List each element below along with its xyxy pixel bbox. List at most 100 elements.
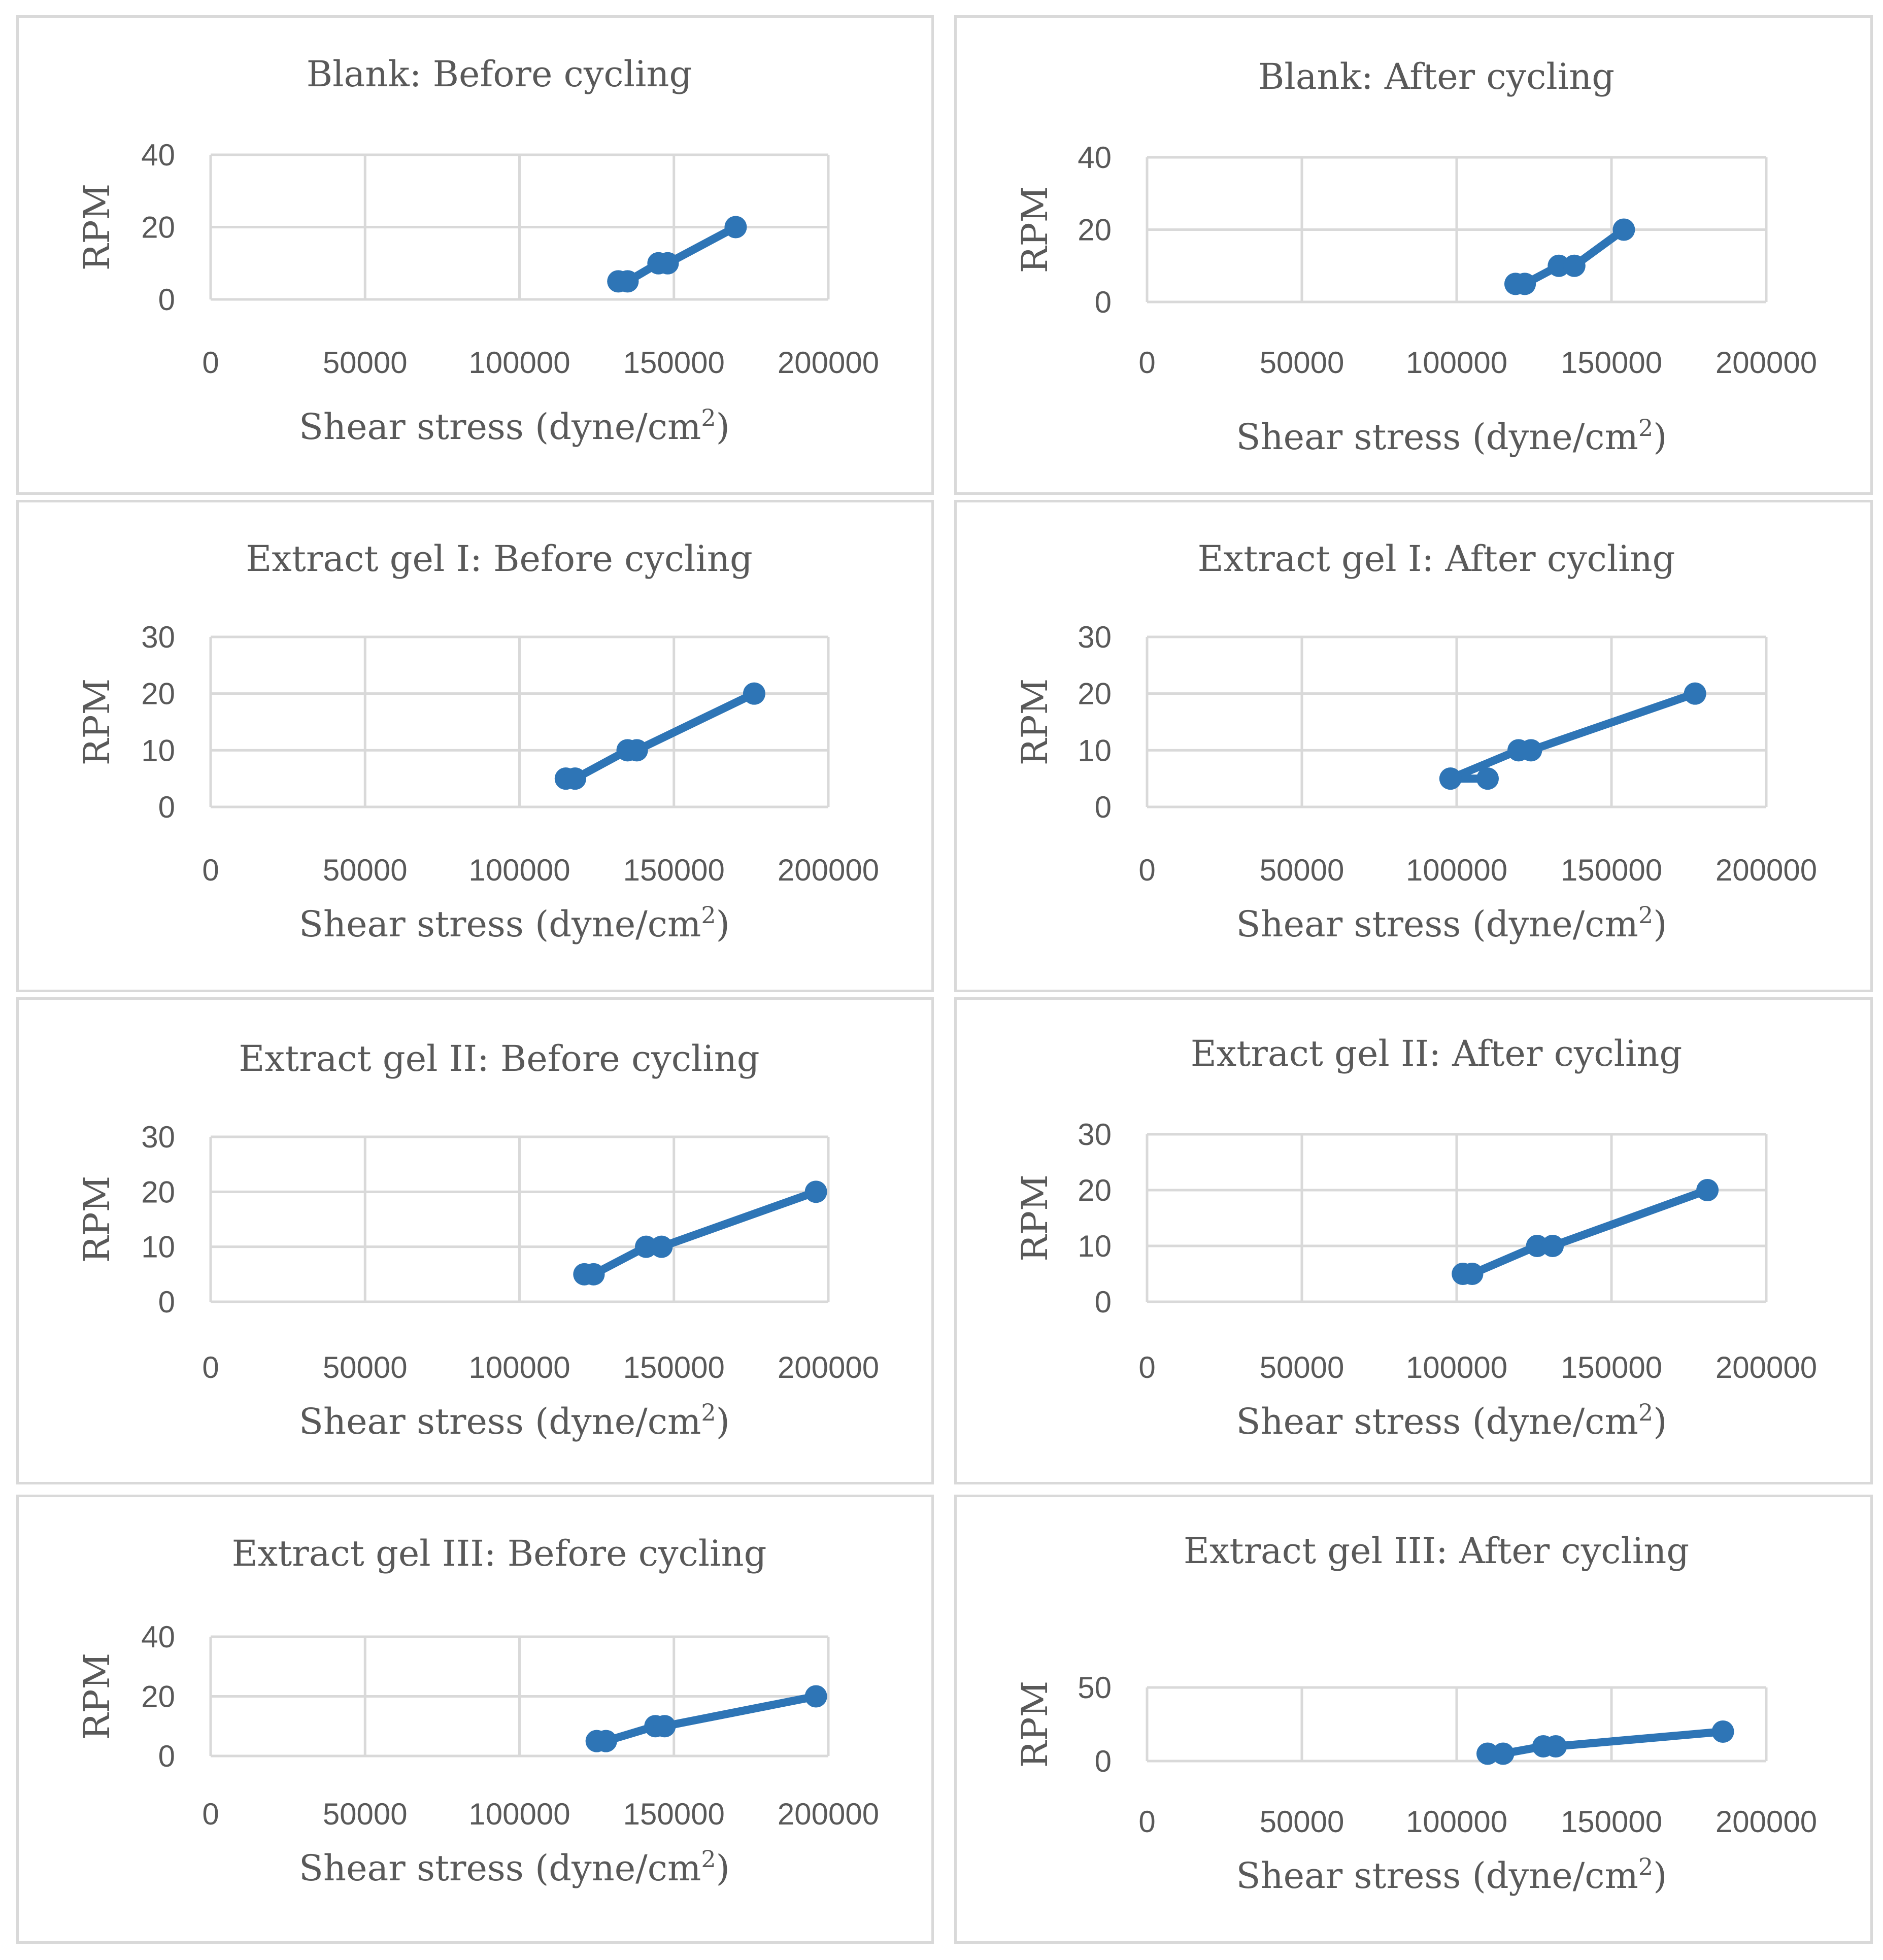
x-axis-label: Shear stress (dyne/cm2) bbox=[1236, 901, 1667, 945]
data-point bbox=[743, 682, 765, 705]
y-tick-label: 10 bbox=[141, 1230, 175, 1264]
chart-title: Extract gel I: After cycling bbox=[1198, 538, 1675, 580]
x-tick-label: 100000 bbox=[1406, 1805, 1507, 1839]
data-point bbox=[1514, 273, 1536, 295]
y-tick-label: 10 bbox=[1078, 733, 1112, 767]
x-tick-label: 100000 bbox=[468, 853, 570, 887]
y-tick-label: 30 bbox=[141, 1120, 175, 1154]
y-tick-label: 0 bbox=[158, 790, 175, 824]
y-tick-label: 30 bbox=[1078, 1118, 1112, 1152]
chart-svg: Extract gel III: After cycling 0 50 0 50000 1… bbox=[1014, 1530, 1817, 1897]
chart-title: Blank: After cycling bbox=[1258, 56, 1615, 97]
y-axis-label: RPM bbox=[1014, 679, 1056, 765]
x-axis-label-superscript: 2 bbox=[701, 901, 716, 929]
data-point bbox=[564, 767, 587, 790]
data-point bbox=[1526, 1235, 1549, 1257]
series-line bbox=[1459, 1186, 1712, 1278]
chart-svg: Blank: After cycling 0 20 40 0 50000 100000 150… bbox=[1014, 56, 1817, 458]
data-point bbox=[804, 1180, 827, 1203]
y-axis-label: RPM bbox=[76, 1176, 118, 1263]
x-axis-label: Shear stress (dyne/cm2) bbox=[299, 1399, 730, 1442]
x-axis-label-close: ) bbox=[1653, 1855, 1667, 1897]
x-tick-label: 200000 bbox=[778, 853, 879, 887]
x-tick-label: 0 bbox=[1138, 1805, 1155, 1839]
x-axis-label-superscript: 2 bbox=[1638, 414, 1653, 442]
y-tick-label: 0 bbox=[1095, 790, 1112, 824]
chart-panel-7: Extract gel III: Before cycling 0 20 40 0 500… bbox=[16, 1495, 934, 1944]
data-point bbox=[653, 1715, 676, 1738]
x-tick-label: 150000 bbox=[1561, 346, 1662, 380]
x-tick-label: 200000 bbox=[778, 1350, 879, 1384]
x-tick-label: 150000 bbox=[1561, 853, 1662, 887]
y-tick-label: 20 bbox=[1078, 213, 1112, 247]
x-tick-label: 200000 bbox=[1716, 853, 1817, 887]
x-tick-label: 150000 bbox=[623, 346, 725, 380]
chart-panel-4: Extract gel I: After cycling 0 10 20 30 0 5000… bbox=[954, 500, 1873, 992]
y-axis-label: RPM bbox=[76, 1653, 118, 1740]
y-axis-label: RPM bbox=[1014, 186, 1056, 273]
y-tick-label: 20 bbox=[141, 1680, 175, 1714]
x-tick-label: 0 bbox=[1138, 1350, 1155, 1384]
chart-panel-5: Extract gel II: Before cycling 0 10 20 30 0 50… bbox=[16, 997, 934, 1484]
y-tick-label: 20 bbox=[141, 677, 175, 711]
data-point bbox=[1563, 254, 1586, 277]
data-point bbox=[625, 739, 648, 762]
chart-title: Extract gel II: Before cycling bbox=[239, 1038, 759, 1079]
x-axis-label-close: ) bbox=[716, 406, 730, 448]
x-tick-label: 50000 bbox=[1260, 853, 1344, 887]
data-point bbox=[1612, 218, 1635, 241]
x-axis-label: Shear stress (dyne/cm2) bbox=[299, 404, 730, 448]
y-tick-label: 30 bbox=[1078, 620, 1112, 654]
chart-svg: Extract gel II: After cycling 0 10 20 30 0 500… bbox=[1014, 1033, 1817, 1442]
series-line bbox=[592, 1692, 820, 1745]
series-line bbox=[561, 689, 758, 783]
x-tick-label: 50000 bbox=[1260, 1350, 1344, 1384]
chart-panel-2: Blank: After cycling 0 20 40 0 50000 100000 150… bbox=[954, 15, 1873, 495]
data-point bbox=[1541, 1235, 1564, 1257]
x-tick-label: 200000 bbox=[778, 1797, 879, 1831]
x-tick-label: 50000 bbox=[1260, 346, 1344, 380]
x-axis-label-superscript: 2 bbox=[1638, 1399, 1653, 1426]
x-axis-label-superscript: 2 bbox=[1638, 901, 1653, 929]
chart-title: Extract gel III: After cycling bbox=[1184, 1530, 1689, 1572]
y-tick-label: 0 bbox=[1095, 1285, 1112, 1319]
x-tick-label: 0 bbox=[1138, 346, 1155, 380]
chart-svg: Extract gel I: Before cycling 0 10 20 30 0 500… bbox=[76, 538, 879, 945]
data-point bbox=[634, 1235, 657, 1258]
data-point bbox=[582, 1263, 605, 1286]
data-point bbox=[1711, 1720, 1734, 1743]
data-point bbox=[724, 216, 747, 239]
x-tick-label: 200000 bbox=[1716, 1350, 1817, 1384]
chart-panel-6: Extract gel II: After cycling 0 10 20 30 0 500… bbox=[954, 997, 1873, 1484]
y-tick-label: 10 bbox=[1078, 1229, 1112, 1263]
x-axis-label-main: Shear stress (dyne/cm bbox=[1236, 1855, 1638, 1897]
y-tick-label: 20 bbox=[141, 211, 175, 245]
chart-svg: Blank: Before cycling 0 20 40 0 50000 100000 15… bbox=[76, 53, 879, 448]
chart-title: Extract gel II: After cycling bbox=[1191, 1033, 1683, 1074]
data-point bbox=[1684, 682, 1706, 705]
x-axis-label-main: Shear stress (dyne/cm bbox=[1236, 903, 1638, 945]
x-axis-label: Shear stress (dyne/cm2) bbox=[1236, 1853, 1667, 1897]
data-point bbox=[1544, 1735, 1567, 1758]
data-point bbox=[650, 1235, 673, 1258]
y-tick-label: 40 bbox=[1078, 141, 1112, 175]
x-tick-label: 100000 bbox=[468, 1797, 570, 1831]
chart-panel-8: Extract gel III: After cycling 0 50 0 50000 1… bbox=[954, 1495, 1873, 1944]
chart-svg: Extract gel II: Before cycling 0 10 20 30 0 50… bbox=[76, 1038, 879, 1442]
chart-title: Extract gel I: Before cycling bbox=[246, 538, 753, 580]
y-axis-label: RPM bbox=[1014, 1174, 1056, 1261]
x-axis-label-close: ) bbox=[1653, 416, 1667, 458]
data-point bbox=[1520, 739, 1542, 762]
series-line bbox=[1484, 1728, 1727, 1758]
x-axis-label-main: Shear stress (dyne/cm bbox=[299, 1847, 701, 1889]
x-tick-label: 100000 bbox=[1406, 853, 1507, 887]
x-axis-label-close: ) bbox=[716, 1847, 730, 1889]
x-tick-label: 0 bbox=[202, 1350, 219, 1384]
x-axis-label-main: Shear stress (dyne/cm bbox=[1236, 1401, 1638, 1442]
data-point bbox=[616, 270, 639, 293]
x-tick-label: 150000 bbox=[623, 1350, 725, 1384]
x-tick-label: 100000 bbox=[468, 346, 570, 380]
x-tick-label: 0 bbox=[202, 1797, 219, 1831]
x-axis-label-main: Shear stress (dyne/cm bbox=[299, 1401, 701, 1442]
y-tick-label: 0 bbox=[158, 1739, 175, 1773]
